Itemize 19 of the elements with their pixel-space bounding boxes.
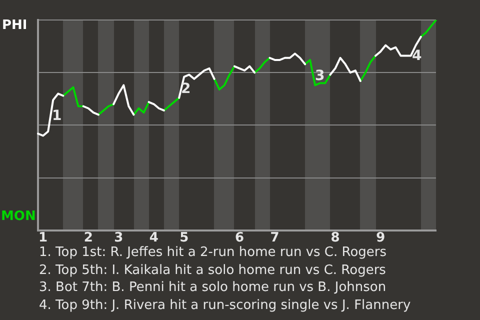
- x-tick-label: 7: [270, 230, 280, 246]
- text: 3. Bot 7th: B. Penni hit a solo home run vs B. Johnson: [39, 279, 388, 296]
- x-tick-label: 8: [330, 230, 340, 246]
- annotation: 3: [315, 68, 325, 84]
- x-tick-label: 4: [149, 230, 158, 246]
- annotation: 4: [412, 48, 422, 64]
- x-tick-label: 5: [180, 230, 189, 246]
- text: PHI: [2, 18, 28, 34]
- x-tick-label: 3: [114, 230, 124, 246]
- text: 1. Top 1st: R. Jeffes hit a 2-run home run vs C. Rogers: [39, 244, 388, 262]
- text: MON: [1, 209, 36, 225]
- annotation: 2: [181, 81, 191, 97]
- x-tick-label: 1: [38, 230, 48, 246]
- text: 2. Top 5th: I. Kaikala hit a solo home run vs C. Rogers: [39, 262, 387, 279]
- annotation: 1: [52, 108, 62, 124]
- x-tick-label: 2: [84, 230, 93, 246]
- text: 4. Top 9th: J. Rivera hit a run-scoring single vs J. Flannery: [39, 296, 411, 314]
- x-tick-label: 6: [234, 230, 244, 246]
- x-tick-label: 9: [376, 230, 386, 246]
